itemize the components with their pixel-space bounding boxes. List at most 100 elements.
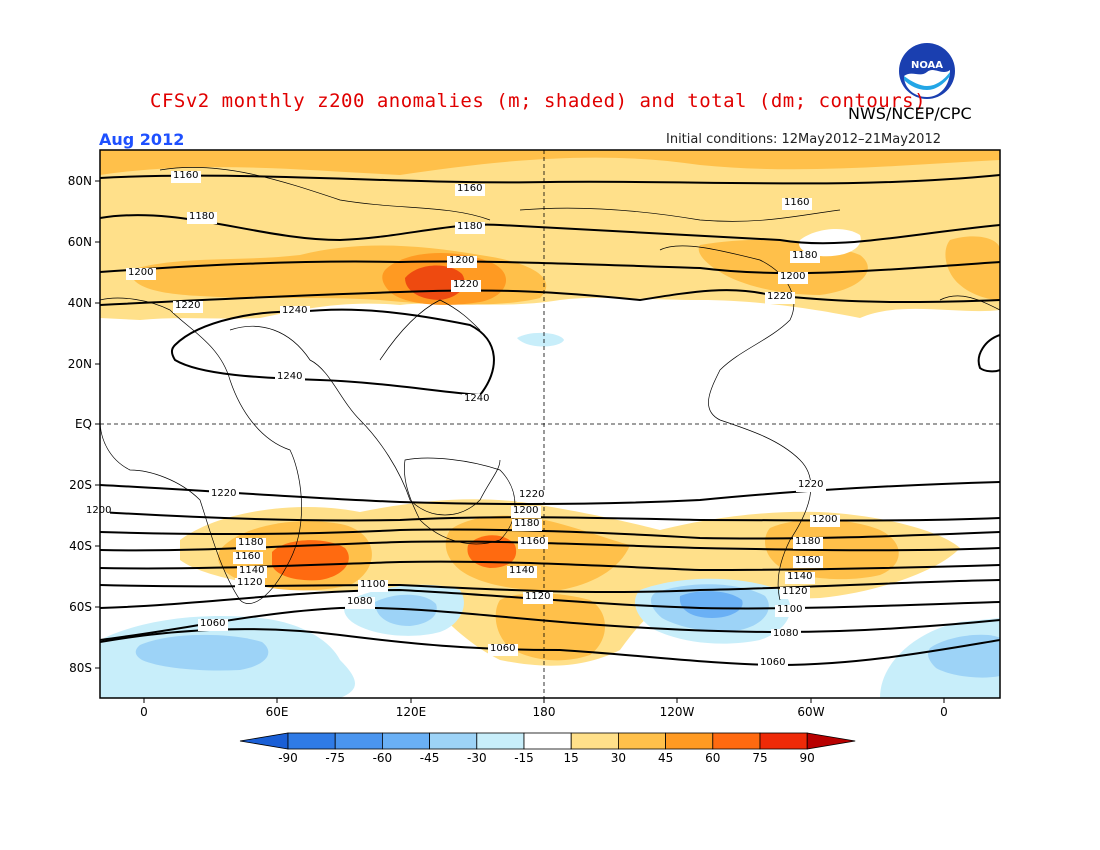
longitude-label: 60W [797,705,825,719]
anomaly-patch-south-pacific [495,593,605,661]
anomaly-patch-south-indian-strong [272,540,349,581]
noaa-logo-text: NOAA [911,60,943,71]
contour-label: 1240 [282,305,308,316]
contour-label: 1160 [795,555,821,566]
contour-label: 1200 [86,505,112,516]
colorbar-label: -90 [278,751,298,765]
contour-1200-north [100,260,1000,275]
longitude-label: 0 [940,705,948,719]
contour-label: 1160 [457,183,483,194]
contour-label: 1240 [277,371,303,382]
contour-label-boxes [100,171,840,670]
latitude-label: EQ [74,417,92,431]
colorbar-swatch [570,732,619,750]
contour-1240-atlantic [977,334,1000,373]
contour-label: 1180 [189,211,215,222]
anomaly-patch-antarctic-east-mid [928,634,1000,678]
anomaly-patch-southern-ocean-1b [375,594,437,626]
contour-label: 1220 [798,479,824,490]
anomaly-patch-antarctic-mid [135,634,269,671]
contour-1220-south [100,481,1000,506]
colorbar-swatch [523,732,572,750]
colorbar-label: 15 [563,751,579,765]
contour-label: 1220 [453,279,479,290]
contour-label: 1060 [760,657,786,668]
contour-label: 1160 [784,197,810,208]
colorbar-swatch [759,732,808,750]
agency-label: NWS/NCEP/CPC [848,104,972,123]
contour-label: 1240 [464,393,490,404]
colorbar-swatch [476,732,525,750]
colorbar-max-arrow [806,732,856,750]
contour-label: 1140 [509,565,535,576]
colorbar-label: -15 [514,751,534,765]
contour-label: 1220 [175,300,201,311]
colorbar-label: 30 [610,751,627,765]
longitude-label: 0 [140,705,148,719]
initial-conditions: Initial conditions: 12May2012–21May2012 [666,132,941,147]
latitude-label: 80S [69,661,92,675]
contour-label: 1200 [812,514,838,525]
colorbar-swatch [665,732,714,750]
colorbar-label: -60 [372,751,393,765]
anomaly-patch-tasman-strong [467,535,517,568]
contour-1220-north [100,289,1000,306]
longitude-label: 120W [659,705,695,719]
contour-label: 1160 [520,536,546,547]
latitude-label: 40S [69,539,92,553]
latitude-label: 60N [67,235,92,249]
contour-label: 1180 [792,250,818,261]
contour-label: 1200 [128,267,154,278]
contour-label: 1220 [519,489,545,500]
contour-1200-south [100,511,1000,522]
contour-label: 1140 [239,565,265,576]
anomaly-patch-southern-ocean-2c [679,591,743,618]
latitude-label: 80N [67,174,92,188]
contour-label: 1100 [360,579,386,590]
latitude-label: 20N [67,357,92,371]
contour-label: 1220 [767,291,793,302]
contour-label: 1080 [773,628,799,639]
contour-label: 1200 [513,505,539,516]
total-contours [100,174,1000,667]
longitude-label: 120E [395,705,427,719]
colorbar-label: -30 [466,751,487,765]
colorbar-graphic [239,732,856,750]
longitude-label: 60E [265,705,289,719]
contour-label: 1120 [237,577,263,588]
noaa-logo: NOAA [899,43,955,99]
contour-label: 1180 [457,221,483,232]
latitude-label: 60S [69,600,92,614]
contour-label: 1180 [238,537,264,548]
colorbar-label: 45 [657,751,674,765]
colorbar-swatch [287,732,336,750]
contour-label: 1060 [200,618,226,629]
contour-label: 1100 [777,604,803,615]
contour-1160-north [100,174,1000,185]
anomaly-patch-europe [945,236,1000,300]
contour-label: 1180 [514,518,540,529]
colorbar-min-arrow [239,732,289,750]
page-title: CFSv2 monthly z200 anomalies (m; shaded)… [150,90,927,112]
anomaly-band-north-mid [100,150,1000,175]
forecast-month: Aug 2012 [99,130,185,149]
contour-1080-south [100,606,1000,641]
contour-label: 1200 [780,271,806,282]
latitude-label: 20S [69,478,92,492]
contour-1180-north [100,214,1000,245]
colorbar-label: -75 [325,751,345,765]
colorbar-swatch [618,732,667,750]
contour-label: 1140 [787,571,813,582]
contour-label: 1180 [795,536,821,547]
colorbar-swatch [712,732,761,750]
contour-1180-south [100,528,1000,540]
latitude-label: 40N [67,296,92,310]
colorbar-label: 90 [799,751,815,765]
colorbar-label: 60 [705,751,721,765]
colorbar-label: 75 [752,751,768,765]
axis-ticks [95,180,945,703]
contour-1060-south [100,628,1000,667]
colorbar-swatch [429,732,478,750]
anomaly-patch-tasman [445,515,630,591]
